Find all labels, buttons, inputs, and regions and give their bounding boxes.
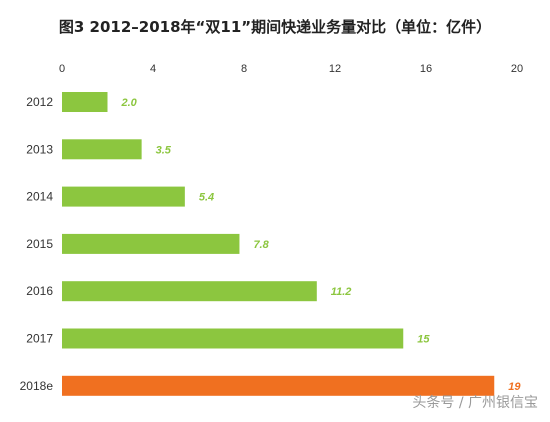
y-category-label: 2016 xyxy=(26,284,53,298)
x-tick-label: 16 xyxy=(420,63,432,75)
x-tick-label: 12 xyxy=(329,63,341,75)
bar xyxy=(62,139,142,160)
y-category-label: 2015 xyxy=(26,237,53,251)
bar-value-label: 2.0 xyxy=(121,97,138,109)
bar-value-label: 5.4 xyxy=(199,192,214,204)
bar xyxy=(62,281,317,302)
bar-value-label: 19 xyxy=(508,381,521,393)
x-tick-label: 20 xyxy=(511,63,523,75)
bar-value-labels: 2.0 3.5 5.4 7.8 11.2 15 19 xyxy=(121,97,522,393)
bar-value-label: 11.2 xyxy=(331,286,352,298)
y-category-label: 2013 xyxy=(26,142,53,156)
x-tick-label: 0 xyxy=(59,63,65,75)
x-tick-label: 4 xyxy=(150,63,156,75)
watermark: 头条号 / 广州银信宝 xyxy=(412,395,538,411)
bar xyxy=(62,186,185,207)
bar-value-label: 7.8 xyxy=(253,239,269,251)
bar xyxy=(62,328,404,349)
bar xyxy=(62,375,495,396)
y-category-label: 2014 xyxy=(26,190,53,204)
bar xyxy=(62,92,108,112)
bar xyxy=(62,233,240,254)
bar-value-label: 15 xyxy=(417,334,430,346)
y-category-label: 2017 xyxy=(26,332,53,346)
y-category-label: 2012 xyxy=(26,95,53,109)
y-category-label: 2018e xyxy=(20,379,54,393)
bar-value-label: 3.5 xyxy=(156,144,172,156)
chart-title: 图3 2012–2018年“双11”期间快递业务量对比（单位：亿件） xyxy=(58,18,492,36)
y-axis-labels: 2012 2013 2014 2015 2016 2017 2018e xyxy=(20,95,54,393)
bars xyxy=(62,92,495,396)
x-axis-ticks: 0 4 8 12 16 20 xyxy=(59,63,523,75)
x-tick-label: 8 xyxy=(241,63,247,75)
